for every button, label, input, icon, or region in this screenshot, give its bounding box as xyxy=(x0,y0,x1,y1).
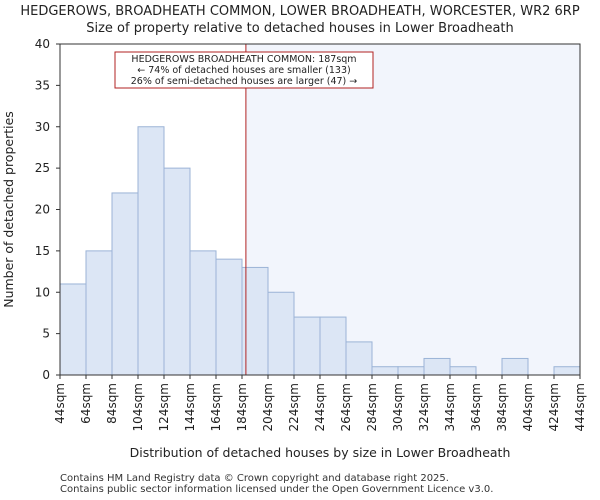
bar-3 xyxy=(137,126,165,376)
bar-9 xyxy=(293,316,321,376)
x-tick-label-15: 344sqm xyxy=(443,383,457,431)
x-tick-label-0: 44sqm xyxy=(53,383,67,424)
bar-12 xyxy=(371,366,399,376)
bar-8 xyxy=(267,291,295,376)
bar-17 xyxy=(501,357,529,376)
y-axis-label: Number of detached properties xyxy=(1,111,16,308)
bars-group xyxy=(59,126,581,376)
annotation-line-1: HEDGEROWS BROADHEATH COMMON: 187sqm xyxy=(131,54,356,65)
x-tick-label-18: 404sqm xyxy=(521,383,535,431)
footer-copyright: Contains HM Land Registry data © Crown c… xyxy=(60,473,449,484)
x-tick-label-12: 284sqm xyxy=(365,383,379,431)
x-tick-label-1: 64sqm xyxy=(79,383,93,424)
y-tick-label-5: 25 xyxy=(35,161,50,175)
bar-13 xyxy=(397,366,425,376)
bar-11 xyxy=(345,341,373,376)
x-tick-label-3: 104sqm xyxy=(131,383,145,431)
x-axis-label: Distribution of detached houses by size … xyxy=(130,445,511,460)
y-tick-label-8: 40 xyxy=(35,37,50,51)
bar-4 xyxy=(163,167,191,376)
footer-licence: Contains public sector information licen… xyxy=(60,484,494,495)
x-tick-label-17: 384sqm xyxy=(495,383,509,431)
axes-group: 0 5 10 15 20 25 30 35 40 44sqm 64sqm 84sqm 104sqm 124… xyxy=(35,37,587,431)
x-tick-label-6: 164sqm xyxy=(209,383,223,431)
bar-2 xyxy=(111,192,139,376)
y-tick-label-4: 20 xyxy=(35,203,50,217)
x-tick-label-8: 204sqm xyxy=(261,383,275,431)
bar-0 xyxy=(59,283,87,376)
y-tick-label-6: 30 xyxy=(35,120,50,134)
bar-15 xyxy=(449,366,477,376)
x-tick-label-14: 324sqm xyxy=(417,383,431,431)
bar-14 xyxy=(423,357,451,376)
x-tick-label-9: 224sqm xyxy=(287,383,301,431)
y-tick-label-2: 10 xyxy=(35,285,50,299)
x-tick-label-20: 444sqm xyxy=(573,383,587,431)
x-tick-label-13: 304sqm xyxy=(391,383,405,431)
annotation-line-2: ← 74% of detached houses are smaller (13… xyxy=(137,65,350,76)
bar-6 xyxy=(215,258,243,376)
x-tick-label-19: 424sqm xyxy=(547,383,561,431)
x-tick-label-16: 364sqm xyxy=(469,383,483,431)
annotation-border xyxy=(114,51,374,89)
x-tick-label-7: 184sqm xyxy=(235,383,249,431)
bar-19 xyxy=(553,366,581,376)
bar-1 xyxy=(85,250,113,376)
annotation-line-3: 26% of semi-detached houses are larger (… xyxy=(131,76,358,87)
y-tick-label-0: 0 xyxy=(42,368,50,382)
chart-subtitle: Size of property relative to detached ho… xyxy=(86,21,514,36)
chart-title: HEDGEROWS, BROADHEATH COMMON, LOWER BROA… xyxy=(20,4,580,19)
y-tick-label-7: 35 xyxy=(35,78,50,92)
annotation-box: HEDGEROWS BROADHEATH COMMON: 187sqm ← 74… xyxy=(114,51,374,89)
x-tick-label-4: 124sqm xyxy=(157,383,171,431)
bar-5 xyxy=(189,250,217,376)
x-tick-label-10: 244sqm xyxy=(313,383,327,431)
y-tick-label-1: 5 xyxy=(42,327,50,341)
x-tick-label-2: 84sqm xyxy=(105,383,119,424)
y-tick-label-3: 15 xyxy=(35,244,50,258)
x-tick-label-11: 264sqm xyxy=(339,383,353,431)
bar-10 xyxy=(319,316,347,376)
x-tick-label-5: 144sqm xyxy=(183,383,197,431)
